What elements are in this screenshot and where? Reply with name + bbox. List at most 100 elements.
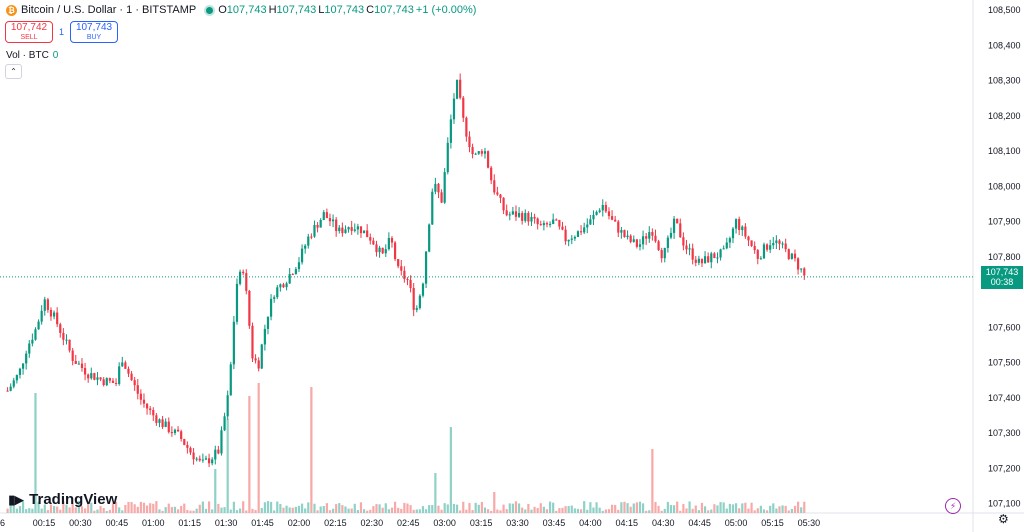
volume-bar	[145, 505, 149, 513]
volume-bar	[102, 508, 105, 513]
candle-body	[632, 239, 635, 242]
volume-bar	[207, 501, 211, 513]
volume-bar	[46, 510, 49, 513]
volume-bar	[505, 509, 508, 513]
volume-bar	[750, 502, 753, 513]
volume-bar	[257, 383, 260, 513]
candle-body	[787, 249, 790, 259]
tradingview-logo[interactable]: ▮▶ TradingView	[8, 491, 117, 508]
symbol-title[interactable]: Bitcoin / U.S. Dollar · 1 · BITSTAMP	[21, 4, 197, 16]
candle-body	[700, 258, 704, 264]
candle-body	[645, 236, 648, 239]
volume-bar	[375, 504, 378, 513]
candle-body	[40, 310, 43, 322]
volume-bar	[130, 502, 133, 513]
candle-body	[676, 218, 679, 224]
volume-bar	[536, 508, 539, 513]
volume-bar	[579, 509, 583, 513]
volume-bar	[83, 508, 87, 513]
candle-body	[561, 226, 564, 230]
volume-bar	[564, 506, 567, 513]
candle-body	[753, 245, 756, 251]
logo-text: TradingView	[29, 491, 118, 508]
volume-bar	[164, 507, 167, 513]
price-tick-label: 107,200	[988, 463, 1021, 473]
candle-body	[784, 243, 787, 250]
candle-body	[731, 228, 735, 239]
candle-body	[521, 213, 524, 221]
volume-bar	[731, 504, 735, 513]
candle-body	[772, 242, 775, 246]
candle-body	[480, 151, 483, 154]
volume-bar	[431, 504, 434, 513]
volume-bar	[331, 508, 335, 513]
candle-body	[769, 245, 772, 250]
volume-bar	[589, 502, 592, 513]
volume-bar	[471, 510, 474, 513]
volume-bar	[657, 505, 660, 513]
volume-bar	[232, 501, 235, 513]
candle-body	[508, 214, 511, 216]
candle-body	[201, 459, 204, 461]
candle-body	[406, 279, 409, 281]
volume-bar	[710, 509, 713, 513]
volume-bar	[449, 427, 452, 513]
volume-legend[interactable]: Vol · BTC 0	[6, 50, 58, 61]
price-tick-label: 108,400	[988, 40, 1021, 50]
candle-body	[511, 211, 514, 215]
candle-body	[716, 257, 719, 259]
price-candles	[6, 73, 806, 467]
candle-body	[114, 382, 118, 384]
candle-body	[685, 245, 688, 250]
price-tick-label: 108,300	[988, 76, 1021, 86]
buy-button[interactable]: 107,743 BUY	[70, 21, 119, 43]
volume-bar	[59, 509, 62, 513]
volume-bar	[490, 510, 493, 513]
candle-body	[226, 395, 229, 417]
candle-body	[124, 362, 127, 369]
volume-bar	[514, 501, 518, 513]
market-open-dot-icon	[206, 6, 214, 14]
candle-body	[273, 297, 276, 299]
candle-body	[74, 360, 77, 364]
volume-bar	[366, 510, 369, 513]
price-tick-label: 108,000	[988, 181, 1021, 191]
volume-bar	[118, 507, 121, 513]
candle-body	[229, 364, 232, 396]
candle-body	[269, 298, 273, 317]
sell-button[interactable]: 107,742 SELL	[5, 21, 53, 43]
candle-body	[46, 299, 49, 310]
candle-body	[393, 242, 397, 260]
volume-bar	[567, 506, 570, 513]
candle-body	[424, 251, 428, 284]
lightning-icon[interactable]: ⚡	[945, 498, 961, 514]
volume-bar	[114, 501, 118, 513]
buy-price: 107,743	[75, 21, 113, 33]
candle-body	[403, 270, 406, 280]
candle-body	[21, 363, 25, 369]
chevron-up-icon[interactable]: ⌃	[5, 64, 22, 79]
candle-body	[167, 421, 170, 433]
candle-body	[570, 238, 573, 240]
time-tick-label: 03:30	[506, 518, 529, 528]
candle-body	[338, 227, 341, 232]
volume-bar	[186, 509, 189, 513]
time-tick-label: 03:45	[543, 518, 566, 528]
volume-bar	[15, 508, 18, 513]
candle-body	[378, 247, 381, 253]
volume-bar	[149, 503, 152, 513]
candle-body	[316, 224, 319, 228]
candle-body	[192, 452, 195, 460]
volume-bar	[707, 510, 710, 513]
volume-bar	[242, 501, 245, 513]
volume-bar	[421, 506, 425, 513]
candle-body	[604, 205, 607, 212]
candle-body	[666, 237, 669, 248]
volume-bar	[635, 502, 638, 513]
gear-icon[interactable]: ⚙	[998, 512, 1009, 526]
candle-body	[440, 192, 443, 203]
candle-body	[158, 419, 161, 423]
candle-body	[214, 449, 217, 460]
volume-bar	[300, 503, 304, 513]
